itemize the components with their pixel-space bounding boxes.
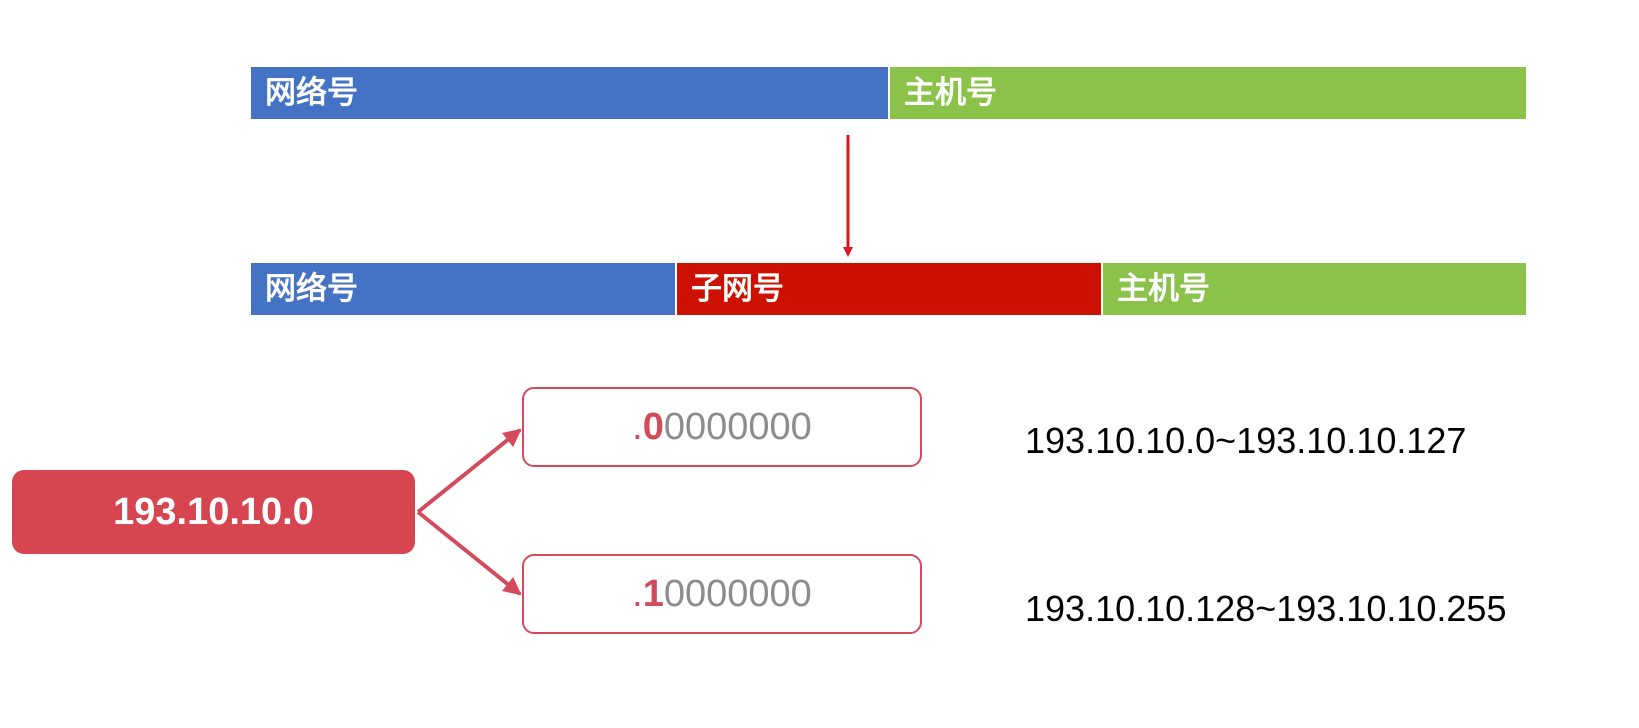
subnet-binary-box-0: .00000000 <box>522 387 922 467</box>
subnet-binary-box-1: .10000000 <box>522 554 922 634</box>
top-network-segment: 网络号 <box>251 67 888 119</box>
binary-dot: . <box>632 573 643 615</box>
subnet-range-0: 193.10.10.0~193.10.10.127 <box>1025 420 1467 461</box>
bottom-subnet-segment: 子网号 <box>677 263 1101 315</box>
bottom-network-segment: 网络号 <box>251 263 675 315</box>
branch-arrow-down <box>416 510 522 596</box>
host-bits: 0000000 <box>663 573 812 615</box>
top-host-segment: 主机号 <box>890 67 1526 119</box>
bottom-host-segment: 主机号 <box>1103 263 1526 315</box>
branch-arrow-up <box>416 428 522 514</box>
subnet-bit: 1 <box>642 573 664 615</box>
ip-address-box: 193.10.10.0 <box>12 470 415 554</box>
subnet-range-1: 193.10.10.128~193.10.10.255 <box>1025 588 1507 629</box>
host-bits: 0000000 <box>663 406 812 448</box>
ip-address-label: 193.10.10.0 <box>113 491 314 533</box>
top-host-label: 主机号 <box>904 75 997 111</box>
bottom-host-label: 主机号 <box>1117 271 1210 307</box>
subnet-bit: 0 <box>642 406 664 448</box>
binary-dot: . <box>632 406 643 448</box>
top-network-label: 网络号 <box>265 75 358 111</box>
bottom-network-label: 网络号 <box>265 271 358 307</box>
bottom-subnet-label: 子网号 <box>691 271 784 307</box>
